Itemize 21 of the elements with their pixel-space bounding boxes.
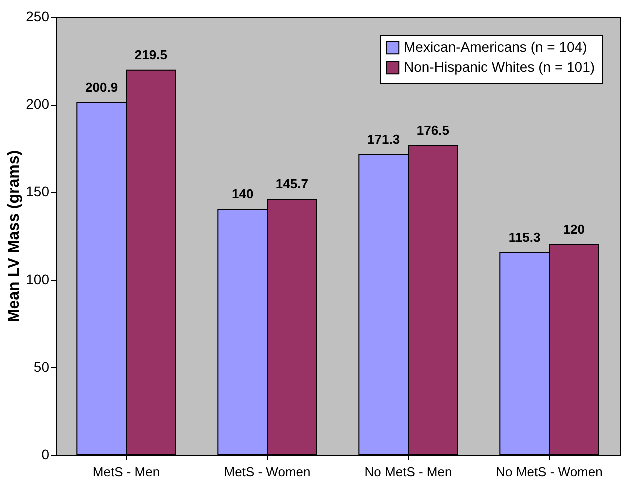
y-tick-label: 0 — [42, 446, 50, 462]
data-label: 140 — [232, 186, 254, 202]
y-tick-label: 150 — [26, 184, 50, 200]
legend-label: Non-Hispanic Whites (n = 101) — [404, 59, 596, 75]
data-label: 171.3 — [368, 132, 400, 147]
data-label: 115.3 — [508, 230, 541, 245]
x-tick-label: MetS - Men — [92, 464, 160, 480]
x-tick-label: No MetS - Men — [364, 464, 452, 480]
y-tick-label: 50 — [34, 358, 50, 375]
y-axis-title: Mean LV Mass (grams) — [6, 150, 24, 323]
data-label: 200.9 — [86, 80, 118, 96]
data-label: 120 — [563, 222, 586, 237]
y-tick-label: 250 — [26, 8, 50, 24]
data-label: 145.7 — [276, 176, 308, 192]
legend-label: Mexican-Americans (n = 104) — [404, 39, 588, 55]
x-tick-label: MetS - Women — [224, 464, 311, 480]
y-tick-label: 200 — [26, 96, 50, 112]
y-tick-label: 100 — [26, 271, 50, 288]
data-label: 219.5 — [134, 47, 168, 62]
data-label: 176.5 — [416, 122, 450, 138]
x-tick-label: No MetS - Women — [496, 464, 603, 480]
